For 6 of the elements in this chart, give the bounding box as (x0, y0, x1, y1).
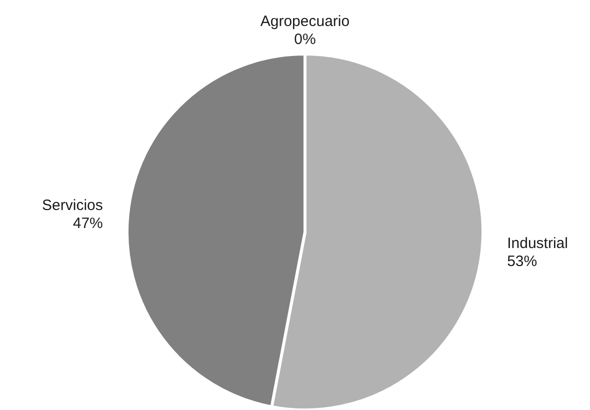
slice-label: Servicios (42, 196, 103, 214)
text: 0% (294, 31, 316, 48)
data-label: 47% (72, 214, 103, 232)
data-label: 53% (507, 253, 538, 270)
slice-label: Industrial (507, 235, 568, 252)
category-label: Agropecuario (260, 13, 350, 30)
